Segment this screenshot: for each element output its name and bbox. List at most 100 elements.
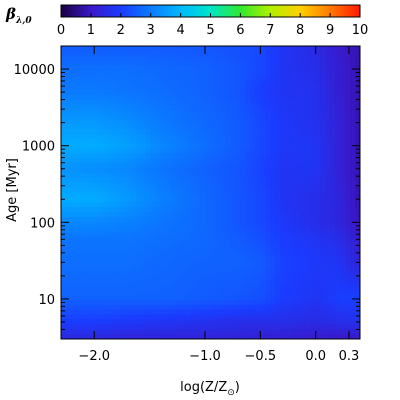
heatmap-cell: [125, 46, 132, 52]
heatmap-cell: [220, 324, 227, 330]
heatmap-cell: [75, 202, 82, 208]
heatmap-cell: [315, 265, 321, 272]
x-axis-label-main: log(Z/Z: [180, 380, 227, 395]
heatmap-cell: [285, 65, 291, 72]
heatmap-cell: [140, 94, 147, 101]
heatmap-cell: [120, 334, 127, 339]
heatmap-cell: [135, 255, 142, 262]
heatmap-cell: [115, 202, 122, 208]
heatmap-cell: [290, 143, 296, 150]
heatmap-cell: [220, 94, 227, 101]
heatmap-cell: [105, 85, 112, 91]
heatmap-cell: [155, 177, 162, 184]
heatmap-cell: [290, 163, 296, 169]
heatmap-cell: [185, 299, 192, 306]
heatmap-cell: [150, 158, 157, 164]
heatmap-cell: [90, 280, 97, 286]
heatmap-cell: [130, 172, 137, 179]
heatmap-cell: [135, 295, 142, 301]
heatmap-cell: [245, 226, 251, 233]
heatmap-cell: [280, 172, 286, 179]
heatmap-cell: [70, 177, 77, 184]
heatmap-cell: [280, 309, 286, 316]
heatmap-cell: [350, 221, 356, 228]
heatmap-cell: [290, 202, 296, 208]
heatmap-cell: [265, 143, 271, 150]
heatmap-cell: [160, 138, 167, 145]
heatmap-cell: [170, 255, 177, 262]
heatmap-cell: [140, 299, 147, 306]
heatmap-cell: [350, 304, 356, 311]
heatmap-cell: [225, 324, 232, 330]
heatmap-cell: [150, 226, 157, 233]
heatmap-cell: [115, 236, 122, 242]
heatmap-cell: [205, 285, 212, 291]
heatmap-cell: [255, 334, 261, 339]
heatmap-cell: [75, 290, 82, 296]
heatmap-cell: [130, 124, 137, 130]
heatmap-cell: [170, 138, 177, 145]
heatmap-cell: [280, 75, 286, 81]
heatmap-cell: [300, 119, 306, 125]
heatmap-cell: [215, 99, 222, 106]
heatmap-cell: [270, 207, 276, 213]
heatmap-cell: [70, 290, 77, 296]
heatmap-cell: [255, 177, 261, 184]
heatmap-cell: [125, 260, 132, 267]
heatmap-cell: [350, 319, 356, 325]
heatmap-cell: [315, 202, 321, 208]
heatmap-cell: [330, 314, 336, 321]
heatmap-cell: [225, 221, 232, 228]
heatmap-cell: [175, 299, 182, 306]
heatmap-cell: [260, 334, 266, 339]
heatmap-cell: [245, 265, 251, 272]
heatmap-cell: [61, 163, 67, 169]
heatmap-cell: [210, 319, 217, 325]
heatmap-cell: [315, 216, 321, 223]
heatmap-cell: [280, 212, 286, 218]
heatmap-cell: [80, 216, 87, 223]
heatmap-cell: [80, 182, 87, 189]
heatmap-cell: [215, 309, 222, 316]
heatmap-cell: [105, 241, 112, 247]
heatmap-cell: [225, 197, 232, 203]
heatmap-cell: [275, 187, 281, 194]
heatmap-cell: [130, 177, 137, 184]
heatmap-cell: [61, 104, 67, 111]
heatmap-cell: [270, 114, 276, 120]
heatmap-cell: [120, 80, 127, 86]
heatmap-cell: [220, 285, 227, 291]
heatmap-cell: [340, 295, 346, 301]
heatmap-cell: [290, 148, 296, 155]
heatmap-cell: [230, 94, 237, 101]
heatmap-cell: [350, 207, 356, 213]
heatmap-cell: [325, 65, 331, 72]
heatmap-cell: [100, 119, 107, 125]
heatmap-cell: [250, 319, 256, 325]
heatmap-cell: [225, 129, 232, 135]
heatmap-cell: [140, 319, 147, 325]
heatmap-cell: [100, 104, 107, 111]
heatmap-cell: [290, 153, 296, 159]
heatmap-cell: [105, 304, 112, 311]
heatmap-cell: [105, 143, 112, 150]
heatmap-cell: [195, 55, 202, 62]
heatmap-cell: [170, 319, 177, 325]
heatmap-cell: [145, 212, 152, 218]
heatmap-cell: [300, 129, 306, 135]
heatmap-cell: [325, 129, 331, 135]
heatmap-cell: [290, 207, 296, 213]
heatmap-cell: [61, 314, 67, 321]
heatmap-cell: [315, 124, 321, 130]
heatmap-cell: [180, 324, 187, 330]
heatmap-cell: [215, 163, 222, 169]
heatmap-cell: [355, 143, 360, 150]
heatmap-cell: [160, 70, 167, 76]
heatmap-cell: [61, 109, 67, 115]
heatmap-cell: [300, 55, 306, 62]
heatmap-cell: [175, 319, 182, 325]
heatmap-cell: [330, 295, 336, 301]
heatmap-cell: [185, 168, 192, 174]
heatmap-cell: [175, 197, 182, 203]
heatmap-cell: [80, 85, 87, 91]
